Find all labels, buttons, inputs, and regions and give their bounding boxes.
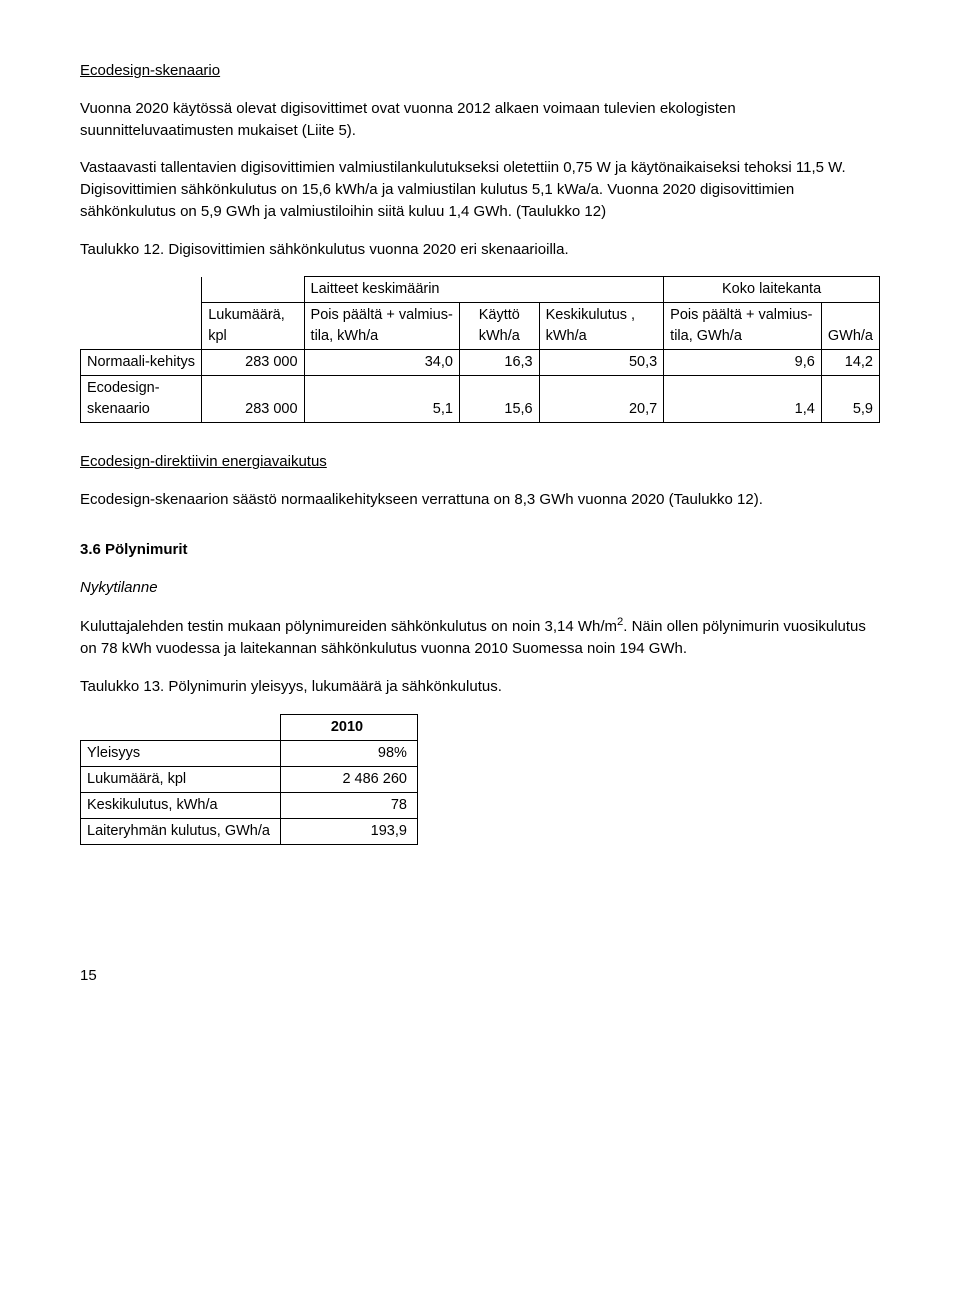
cell: 16,3	[459, 350, 539, 376]
row-label: Normaali-kehitys	[81, 350, 202, 376]
row-label: Ecodesign-skenaario	[81, 376, 202, 423]
page-number: 15	[80, 965, 880, 987]
table-13: 2010 Yleisyys 98% Lukumäärä, kpl 2 486 2…	[80, 714, 418, 845]
heading-ecodesign: Ecodesign-skenaario	[80, 60, 880, 82]
table-header: Laitteet keskimäärin	[304, 277, 664, 303]
paragraph: Ecodesign-skenaarion säästö normaalikehi…	[80, 489, 880, 511]
table-header: Koko laitekanta	[664, 277, 880, 303]
paragraph: Vastaavasti tallentavien digisovittimien…	[80, 157, 880, 222]
cell: 50,3	[539, 350, 664, 376]
heading-vacuum: 3.6 Pölynimurit	[80, 539, 880, 561]
cell: 34,0	[304, 350, 459, 376]
table-12: Laitteet keskimäärin Koko laitekanta Luk…	[80, 276, 880, 423]
table-12-caption: Taulukko 12. Digisovittimien sähkönkulut…	[80, 239, 880, 261]
cell: 283 000	[202, 376, 304, 423]
row-label: Laiteryhmän kulutus, GWh/a	[81, 818, 281, 844]
cell: 1,4	[664, 376, 822, 423]
table-row: Keskikulutus, kWh/a 78	[81, 792, 418, 818]
table-row: Ecodesign-skenaario 283 000 5,1 15,6 20,…	[81, 376, 880, 423]
subheading-now: Nykytilanne	[80, 577, 880, 599]
table-row: Lukumäärä, kpl 2 486 260	[81, 766, 418, 792]
row-label: Lukumäärä, kpl	[81, 766, 281, 792]
table-row: Yleisyys 98%	[81, 740, 418, 766]
col-header: GWh/a	[821, 303, 879, 350]
cell: 20,7	[539, 376, 664, 423]
cell: 2 486 260	[280, 766, 417, 792]
table-row: Normaali-kehitys 283 000 34,0 16,3 50,3 …	[81, 350, 880, 376]
cell: 193,9	[280, 818, 417, 844]
row-label: Yleisyys	[81, 740, 281, 766]
col-header: 2010	[280, 714, 417, 740]
paragraph: Vuonna 2020 käytössä olevat digisovittim…	[80, 98, 880, 142]
cell: 78	[280, 792, 417, 818]
cell: 5,9	[821, 376, 879, 423]
cell: 283 000	[202, 350, 304, 376]
cell: 98%	[280, 740, 417, 766]
cell: 15,6	[459, 376, 539, 423]
col-header: Lukumäärä, kpl	[202, 303, 304, 350]
text: Kuluttajalehden testin mukaan pölynimure…	[80, 618, 617, 635]
cell: 14,2	[821, 350, 879, 376]
col-header: Pois päältä + valmius-tila, kWh/a	[304, 303, 459, 350]
cell: 5,1	[304, 376, 459, 423]
heading-energy-impact: Ecodesign-direktiivin energiavaikutus	[80, 451, 880, 473]
col-header: Pois päältä + valmius-tila, GWh/a	[664, 303, 822, 350]
col-header: Keskikulutus , kWh/a	[539, 303, 664, 350]
table-row: Laiteryhmän kulutus, GWh/a 193,9	[81, 818, 418, 844]
row-label: Keskikulutus, kWh/a	[81, 792, 281, 818]
table-13-caption: Taulukko 13. Pölynimurin yleisyys, lukum…	[80, 676, 880, 698]
paragraph: Kuluttajalehden testin mukaan pölynimure…	[80, 614, 880, 660]
col-header: Käyttö kWh/a	[459, 303, 539, 350]
cell: 9,6	[664, 350, 822, 376]
